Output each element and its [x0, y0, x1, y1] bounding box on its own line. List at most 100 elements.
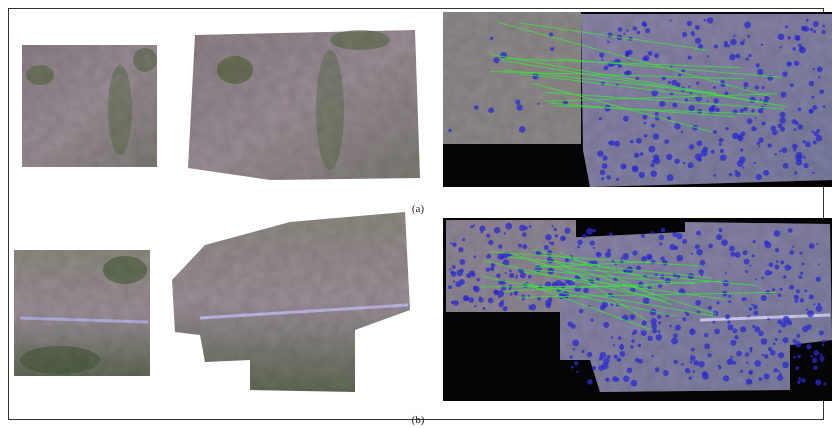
feature-dot [545, 299, 551, 305]
feature-dot [474, 105, 479, 110]
feature-dot [509, 288, 512, 291]
feature-dot [716, 234, 722, 240]
feature-dot [755, 360, 762, 367]
feature-dot [713, 174, 716, 177]
feature-dot [729, 54, 735, 60]
feature-dot [522, 298, 525, 301]
feature-dot [602, 163, 608, 169]
feature-dot [744, 22, 751, 29]
feature-dot [688, 56, 692, 60]
feature-dot [486, 234, 490, 238]
feature-dot [719, 228, 723, 232]
feature-dot [606, 378, 610, 382]
feature-dot [822, 340, 825, 343]
feature-dot [490, 267, 494, 271]
feature-dot [802, 263, 805, 266]
feature-dot [707, 100, 709, 102]
feature-dot [818, 263, 820, 265]
feature-dot [820, 353, 823, 356]
feature-dot [817, 129, 820, 132]
feature-dot [757, 142, 760, 145]
feature-dot [733, 35, 735, 37]
feature-dot [707, 17, 714, 24]
feature-dot [555, 280, 561, 286]
feature-dot [783, 163, 789, 169]
feature-dot [724, 43, 728, 47]
feature-dot [554, 228, 557, 231]
feature-dot [816, 277, 821, 282]
feature-dot [505, 272, 507, 274]
feature-dot [656, 334, 663, 341]
feature-dot [618, 64, 622, 68]
feature-dot [727, 320, 730, 323]
image-b-mosaic [172, 212, 410, 392]
feature-dot [716, 301, 719, 304]
feature-dot [571, 324, 576, 329]
feature-dot [801, 378, 805, 382]
feature-dot [757, 69, 763, 75]
feature-dot [817, 66, 823, 72]
feature-dot [640, 152, 644, 156]
feature-dot [780, 260, 784, 264]
feature-dot [746, 58, 749, 61]
feature-dot [583, 288, 588, 293]
feature-dot [719, 143, 722, 146]
feature-dot [490, 37, 493, 40]
feature-dot [713, 130, 717, 134]
feature-dot [500, 52, 507, 59]
feature-dot [600, 170, 605, 175]
feature-dot [691, 348, 695, 352]
feature-dot [730, 252, 735, 257]
feature-dot [618, 336, 622, 340]
feature-dot [732, 328, 737, 333]
feature-dot [736, 54, 741, 59]
feature-dot [661, 228, 665, 232]
feature-dot [700, 260, 705, 265]
feature-dot [687, 21, 692, 26]
feature-dot [752, 254, 755, 257]
feature-dot [796, 37, 800, 41]
feature-dot [605, 252, 611, 258]
feature-dot [736, 351, 742, 357]
feature-dot [776, 260, 779, 263]
image-b-left [14, 250, 150, 376]
feature-dot [799, 275, 803, 279]
feature-dot [803, 163, 808, 168]
feature-dot [774, 265, 779, 270]
feature-dot [806, 308, 808, 310]
feature-dot [651, 318, 657, 324]
feature-dot [659, 242, 662, 245]
feature-dot [798, 108, 802, 112]
feature-dot [762, 86, 765, 89]
feature-dot [821, 360, 823, 362]
feature-dot [797, 380, 801, 384]
feature-dot [496, 273, 501, 278]
feature-dot [787, 320, 792, 325]
feature-dot [663, 370, 669, 376]
feature-dot [783, 337, 789, 343]
feature-dot [689, 377, 692, 380]
feature-dot [819, 330, 824, 335]
feature-dot [755, 85, 759, 89]
feature-dot [501, 256, 504, 259]
feature-dot [609, 233, 612, 236]
image-a-left [22, 45, 157, 167]
feature-dot [756, 174, 762, 180]
feature-dot [593, 229, 596, 232]
feature-dot [604, 65, 609, 70]
feature-dot [688, 85, 690, 87]
feature-dot [796, 334, 800, 338]
feature-dot [701, 274, 703, 276]
feature-dot [653, 133, 659, 139]
feature-dot [528, 305, 530, 307]
feature-dot [753, 305, 758, 310]
feature-dot [737, 160, 744, 167]
feature-dot [735, 172, 741, 178]
feature-dot [607, 175, 611, 179]
feature-dot [742, 298, 746, 302]
feature-dot [713, 86, 716, 89]
feature-dot [813, 140, 817, 144]
feature-dot [823, 25, 826, 28]
feature-dot [494, 227, 500, 233]
feature-dot [579, 309, 584, 314]
